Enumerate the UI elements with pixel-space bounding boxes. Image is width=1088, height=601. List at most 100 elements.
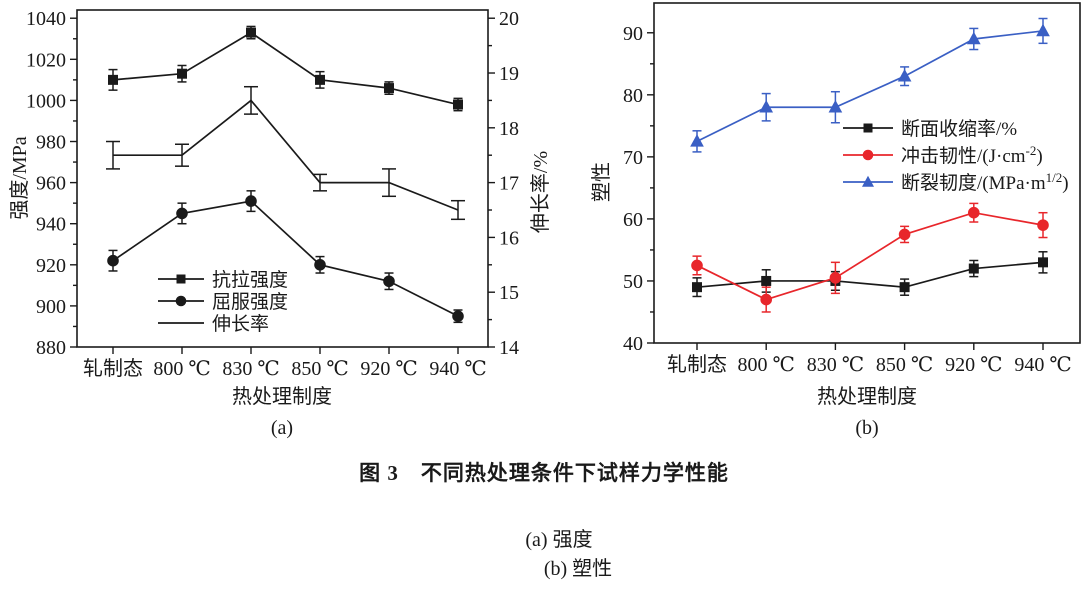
legend-label-tensile-strength: 抗拉强度 [212,269,288,291]
y-left-tick-label: 1020 [26,49,66,71]
legend-label-impact-toughness: 冲击韧性/(J·cm-2) [901,143,1043,167]
series-elongation [106,85,465,221]
x-tick-label: 800 ℃ [738,354,795,376]
circle-marker [1037,219,1049,231]
y-left-tick-label: 940 [36,214,66,236]
series-tensile-strength [108,25,463,112]
triangle-marker [966,31,981,45]
circle-marker [176,207,188,220]
legend-item-fracture-toughness: 断裂韧度/(MPa·m1/2) [843,170,1069,194]
y-right-tick-label: 19 [499,63,519,85]
y-left-tick-label: 90 [623,23,643,45]
square-marker [1038,257,1048,268]
series-yield-strength [107,190,464,324]
square-marker [384,83,394,94]
square-marker [176,274,186,284]
axis-ticks [647,32,1044,350]
triangle-marker [759,99,774,113]
legend-item-tensile-strength: 抗拉强度 [158,269,288,291]
y-right-tick-label: 14 [499,337,519,359]
legend-item-elongation: 伸长率 [158,313,269,335]
y-left-tick-label: 50 [623,271,643,293]
y-axis-title-left: 强度/MPa [8,136,31,219]
square-marker [968,263,979,274]
x-tick-label: 830 ℃ [222,358,279,380]
x-tick-label: 850 ℃ [876,354,933,376]
figure-caption-cn-sub: (a) 强度 (b) 塑性 [0,500,1088,601]
y-left-tick-label: 980 [36,132,66,154]
x-tick-label: 920 ℃ [945,354,1002,376]
x-axis-title: 热处理制度 [817,385,917,408]
triangle-marker [897,68,912,82]
square-marker [692,282,702,293]
circle-marker [898,228,911,241]
circle-marker [245,195,257,207]
circle-marker [862,149,874,161]
legend-item-yield-strength: 屈服强度 [158,291,288,313]
y-right-tick-label: 20 [499,8,519,30]
triangle-marker [828,99,843,113]
y-right-tick-label: 17 [499,173,519,195]
series-fracture-toughness [690,17,1050,153]
chart-b: 40 50 60 70 80 90 轧制态 800 ℃ 830 ℃ 850 ℃ 920 ℃ 940 ℃… [590,2,1081,439]
square-marker [246,27,256,38]
y-left-tick-label: 1040 [26,8,66,30]
y-left-tick-label: 60 [623,209,643,231]
triangle-marker [690,134,704,147]
y-left-tick-label: 880 [36,337,66,359]
chart-a: 880 900 920 940 960 980 1000 1020 1040 14 15 16 17 18… [8,8,552,439]
series-impact-toughness [691,202,1049,313]
legend-item-reduction-of-area: 断面收缩率/% [843,118,1017,140]
circle-marker [760,293,773,306]
panel-label-a: (a) [271,417,293,439]
caption-cn-sub-b: (b) 塑性 [543,558,613,580]
x-tick-label: 850 ℃ [291,358,348,380]
legend-label-fracture-toughness: 断裂韧度/(MPa·m1/2) [901,170,1069,194]
x-axis-title: 热处理制度 [232,385,332,408]
x-tick-label: 800 ℃ [153,358,210,380]
square-marker [863,123,873,133]
legend-label-reduction-of-area: 断面收缩率/% [901,118,1017,140]
panel-label-b: (b) [855,417,878,439]
plot-border [76,9,489,348]
circle-marker [968,206,980,219]
circle-marker [383,275,395,288]
y-left-tick-label: 920 [36,255,66,277]
x-tick-label: 940 ℃ [429,358,486,380]
figure-captions: 图 3 不同热处理条件下试样力学性能 (a) 强度 (b) 塑性 Fig. 3 … [0,457,1088,601]
square-marker [177,68,187,79]
y-left-tick-label: 900 [36,296,66,318]
legend-label-yield-strength: 屈服强度 [212,291,288,313]
x-tick-label: 轧制态 [83,357,143,380]
axis-ticks [70,17,495,354]
square-marker [453,99,463,110]
square-marker [761,275,772,286]
y-left-tick-label: 70 [623,147,643,169]
square-marker [315,74,325,85]
charts-canvas: 880 900 920 940 960 980 1000 1020 1040 14 15 16 17 18… [8,2,1081,439]
y-right-tick-label: 18 [499,118,519,140]
x-tick-label: 轧制态 [667,353,727,376]
x-tick-label: 940 ℃ [1014,354,1071,376]
y-axis-title-left: 塑性 [590,162,613,202]
circle-marker [829,272,842,284]
circle-marker [107,254,119,267]
x-tick-label: 830 ℃ [807,354,864,376]
y-left-tick-label: 960 [36,173,66,195]
plot-border [653,2,1081,344]
caption-cn-sub-a: (a) 强度 [525,529,593,551]
square-marker [108,74,118,85]
legend-item-impact-toughness: 冲击韧性/(J·cm-2) [843,143,1043,167]
circle-marker [691,259,703,272]
y-right-tick-label: 15 [499,282,519,304]
triangle-marker [1036,23,1050,37]
y-left-tick-label: 40 [623,333,643,355]
circle-marker [175,295,187,307]
figure-caption-cn: 图 3 不同热处理条件下试样力学性能 [359,461,729,485]
y-left-tick-label: 80 [623,85,643,107]
legend-label-elongation: 伸长率 [212,313,269,335]
circle-marker [452,310,464,322]
y-axis-title-right: 伸长率/% [529,151,552,233]
triangle-marker [862,175,874,187]
